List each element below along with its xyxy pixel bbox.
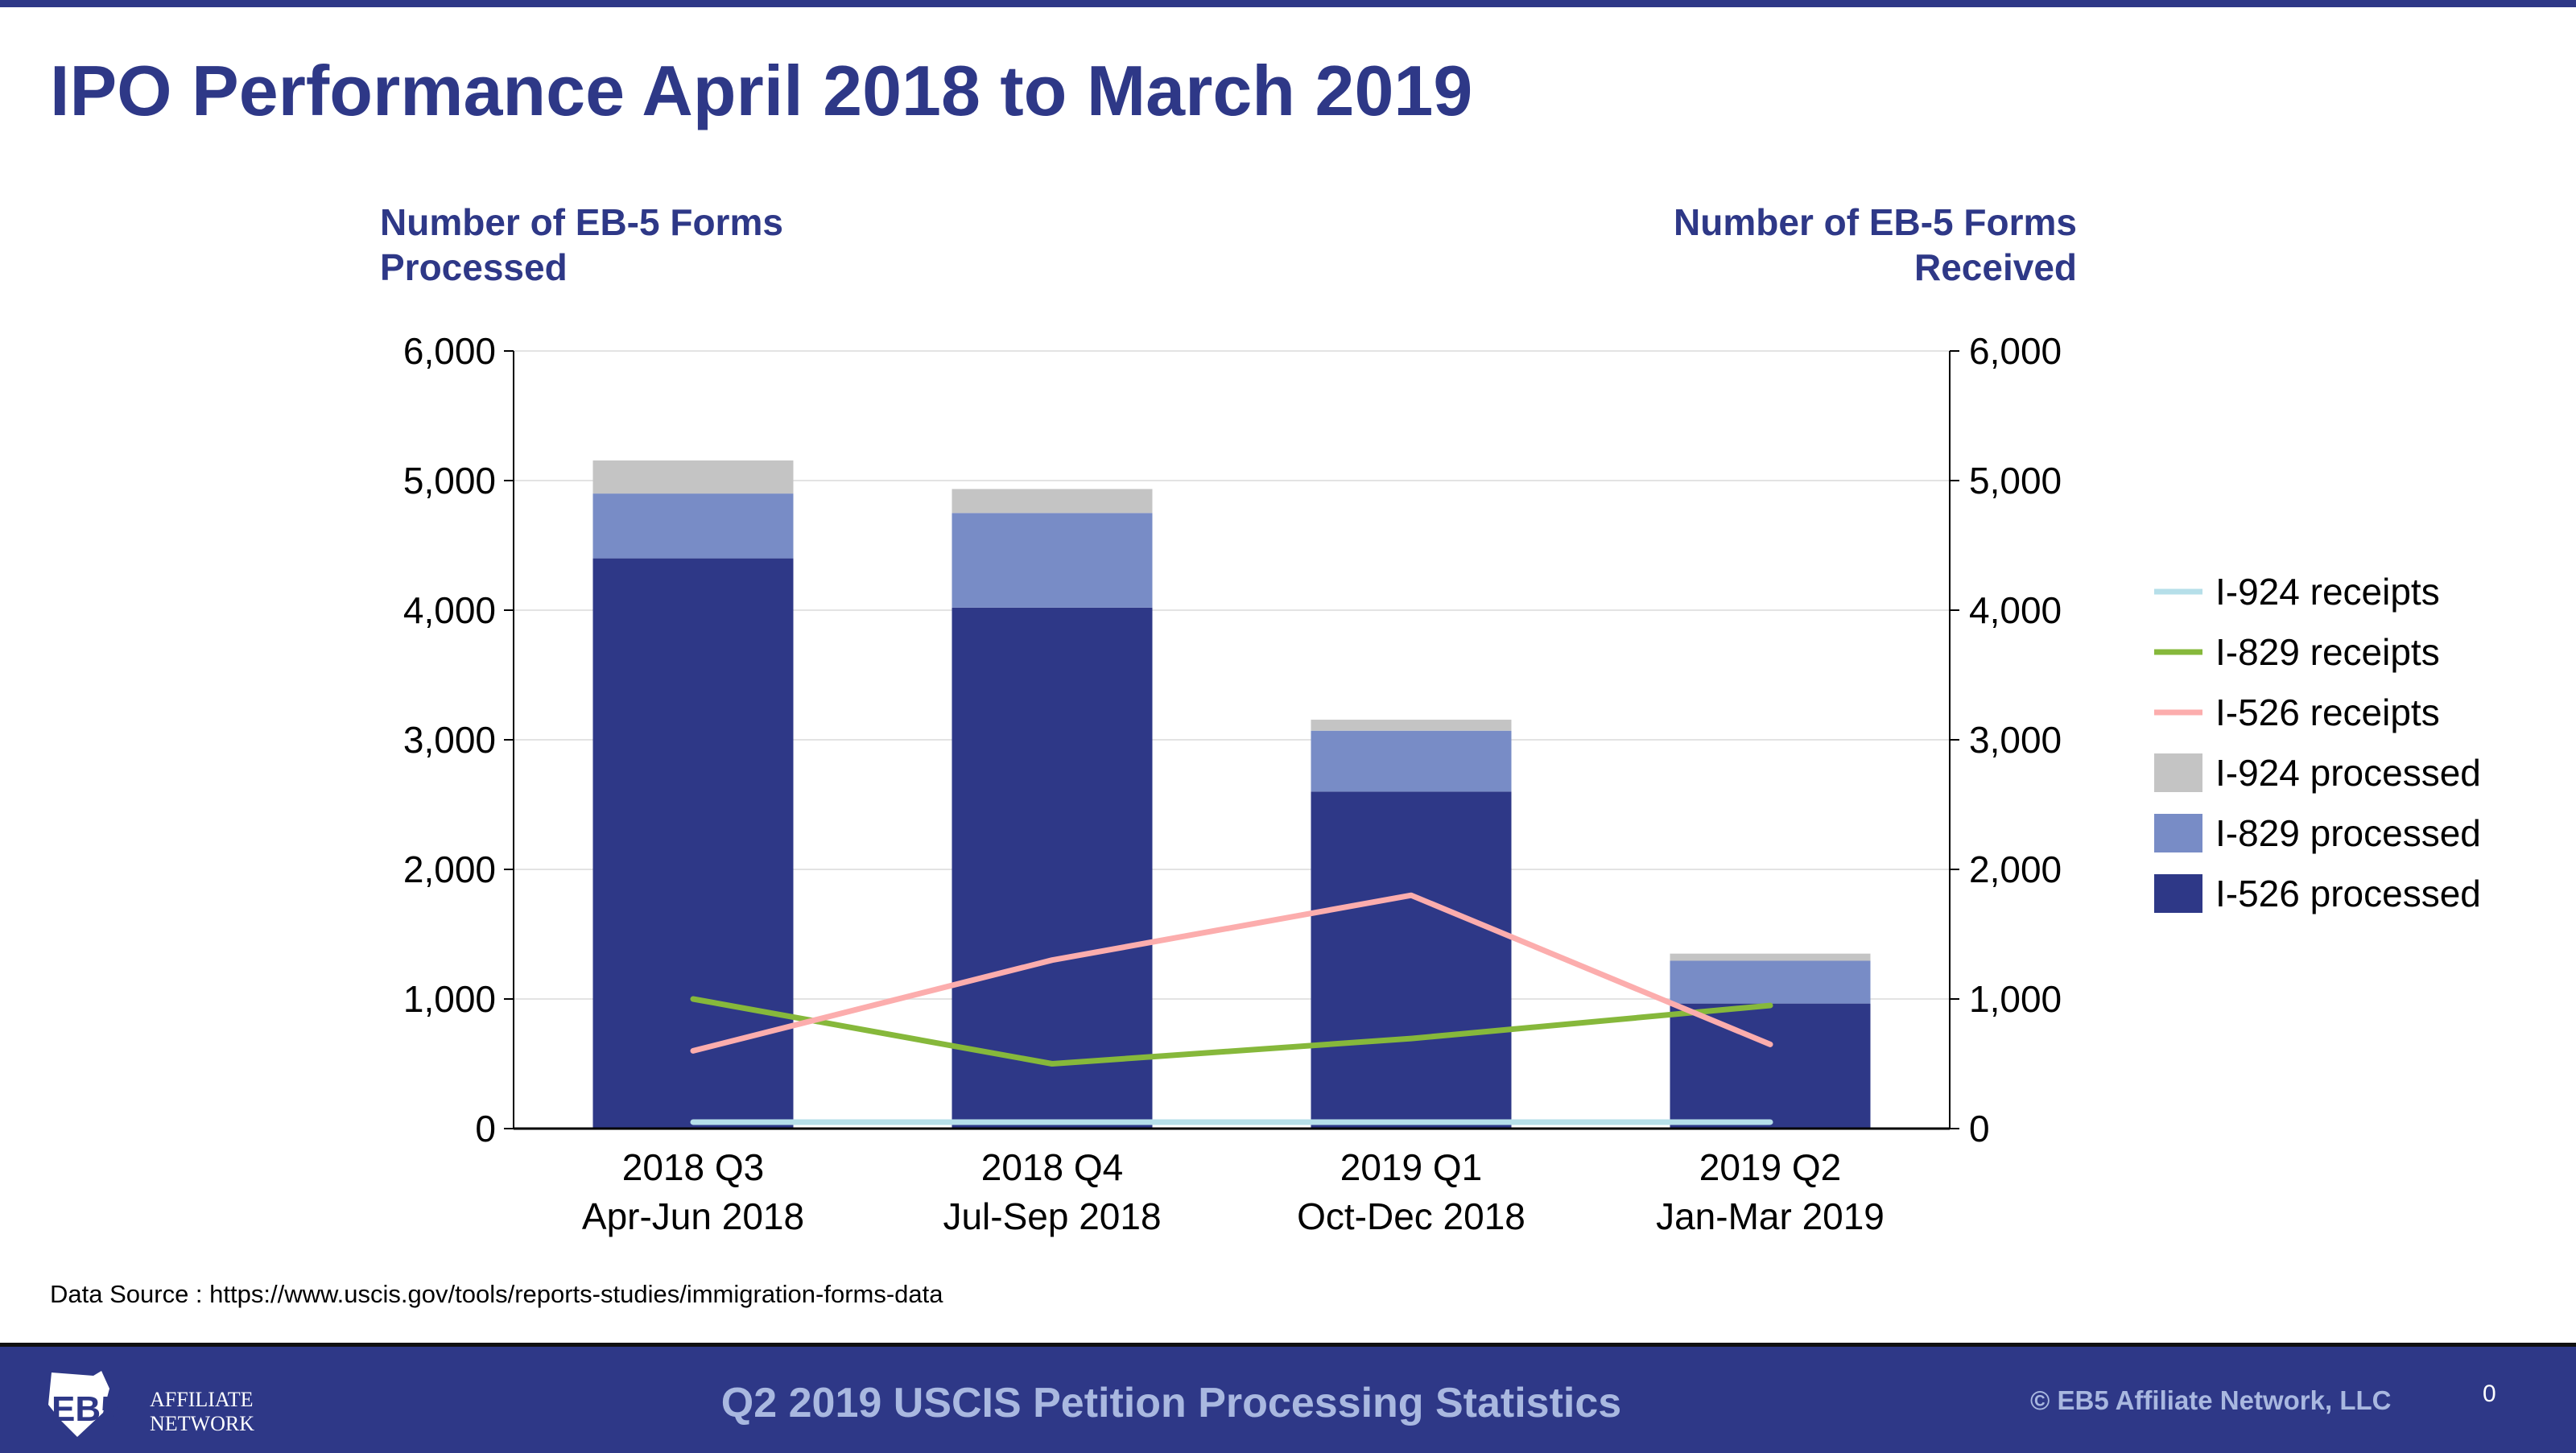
bar-i-829-processed xyxy=(592,493,794,559)
legend-swatch xyxy=(2154,753,2202,792)
right-axis-title: Number of EB-5 Forms Received xyxy=(1674,201,2077,288)
bar-i-526-processed xyxy=(952,607,1153,1129)
legend-swatch xyxy=(2154,814,2202,852)
legend-label: I-924 receipts xyxy=(2215,571,2440,613)
x-tick-label: 2018 Q4 xyxy=(981,1146,1123,1188)
left-tick-label: 2,000 xyxy=(403,848,496,890)
bar-i-526-processed xyxy=(1311,791,1512,1129)
x-tick-label: 2018 Q3 xyxy=(622,1146,764,1188)
eb5-logo: EB5 AFFILIATE NETWORK xyxy=(48,1371,254,1437)
legend-label: I-829 receipts xyxy=(2215,631,2440,673)
copyright: © EB5 Affiliate Network, LLC xyxy=(2030,1385,2392,1415)
legend-label: I-526 processed xyxy=(2215,873,2481,914)
chart: 0 0 1,000 1,000 2,000 2,000 3,000 3,000 4,000 4,0… xyxy=(403,330,2481,1237)
legend-swatch xyxy=(2154,874,2202,913)
x-tick-sublabel: Jan-Mar 2019 xyxy=(1656,1195,1885,1237)
line-i-526-receipts xyxy=(690,892,1773,1054)
left-tick-label: 6,000 xyxy=(403,330,496,372)
bar-i-526-processed xyxy=(1670,1003,1871,1129)
svg-text:EB5: EB5 xyxy=(52,1389,121,1429)
svg-text:NETWORK: NETWORK xyxy=(150,1412,254,1435)
right-tick-label: 0 xyxy=(1969,1108,1990,1150)
right-tick-label: 6,000 xyxy=(1969,330,2062,372)
data-source: Data Source : https://www.uscis.gov/tool… xyxy=(50,1280,943,1308)
x-tick-sublabel: Oct-Dec 2018 xyxy=(1297,1195,1525,1237)
bar-i-924-processed xyxy=(1670,953,1871,961)
left-tick-label: 1,000 xyxy=(403,978,496,1020)
bar-i-924-processed xyxy=(592,460,794,494)
right-tick-label: 3,000 xyxy=(1969,719,2062,761)
right-tick-label: 2,000 xyxy=(1969,848,2062,890)
bar-i-829-processed xyxy=(952,513,1153,608)
x-tick-sublabel: Jul-Sep 2018 xyxy=(943,1195,1161,1237)
bar-i-829-processed xyxy=(1311,730,1512,792)
right-tick-label: 5,000 xyxy=(1969,460,2062,502)
right-tick-label: 4,000 xyxy=(1969,589,2062,631)
left-tick-label: 0 xyxy=(475,1108,496,1150)
left-tick-label: 3,000 xyxy=(403,719,496,761)
legend-label: I-829 processed xyxy=(2215,812,2481,854)
page-title: IPO Performance April 2018 to March 2019 xyxy=(50,51,1473,130)
footer-title: Q2 2019 USCIS Petition Processing Statis… xyxy=(720,1380,1622,1426)
footer: EB5 AFFILIATE NETWORK Q2 2019 USCIS Peti… xyxy=(0,1343,2576,1453)
right-tick-label: 1,000 xyxy=(1969,978,2062,1020)
left-tick-label: 4,000 xyxy=(403,589,496,631)
left-tick-label: 5,000 xyxy=(403,460,496,502)
x-tick-label: 2019 Q1 xyxy=(1340,1146,1482,1188)
bar-i-924-processed xyxy=(1311,720,1512,731)
line-i-829-receipts xyxy=(690,996,1773,1067)
page-number: 0 xyxy=(2483,1381,2496,1407)
x-tick-sublabel: Apr-Jun 2018 xyxy=(582,1195,804,1237)
bar-i-526-processed xyxy=(592,558,794,1129)
legend-label: I-924 processed xyxy=(2215,752,2481,794)
bar-i-829-processed xyxy=(1670,960,1871,1004)
top-accent-bar xyxy=(0,0,2576,7)
svg-text:AFFILIATE: AFFILIATE xyxy=(150,1388,254,1411)
bar-i-924-processed xyxy=(952,489,1153,514)
left-axis-title: Number of EB-5 Forms Processed xyxy=(380,201,783,288)
x-tick-label: 2019 Q2 xyxy=(1699,1146,1841,1188)
legend-label: I-526 receipts xyxy=(2215,691,2440,733)
